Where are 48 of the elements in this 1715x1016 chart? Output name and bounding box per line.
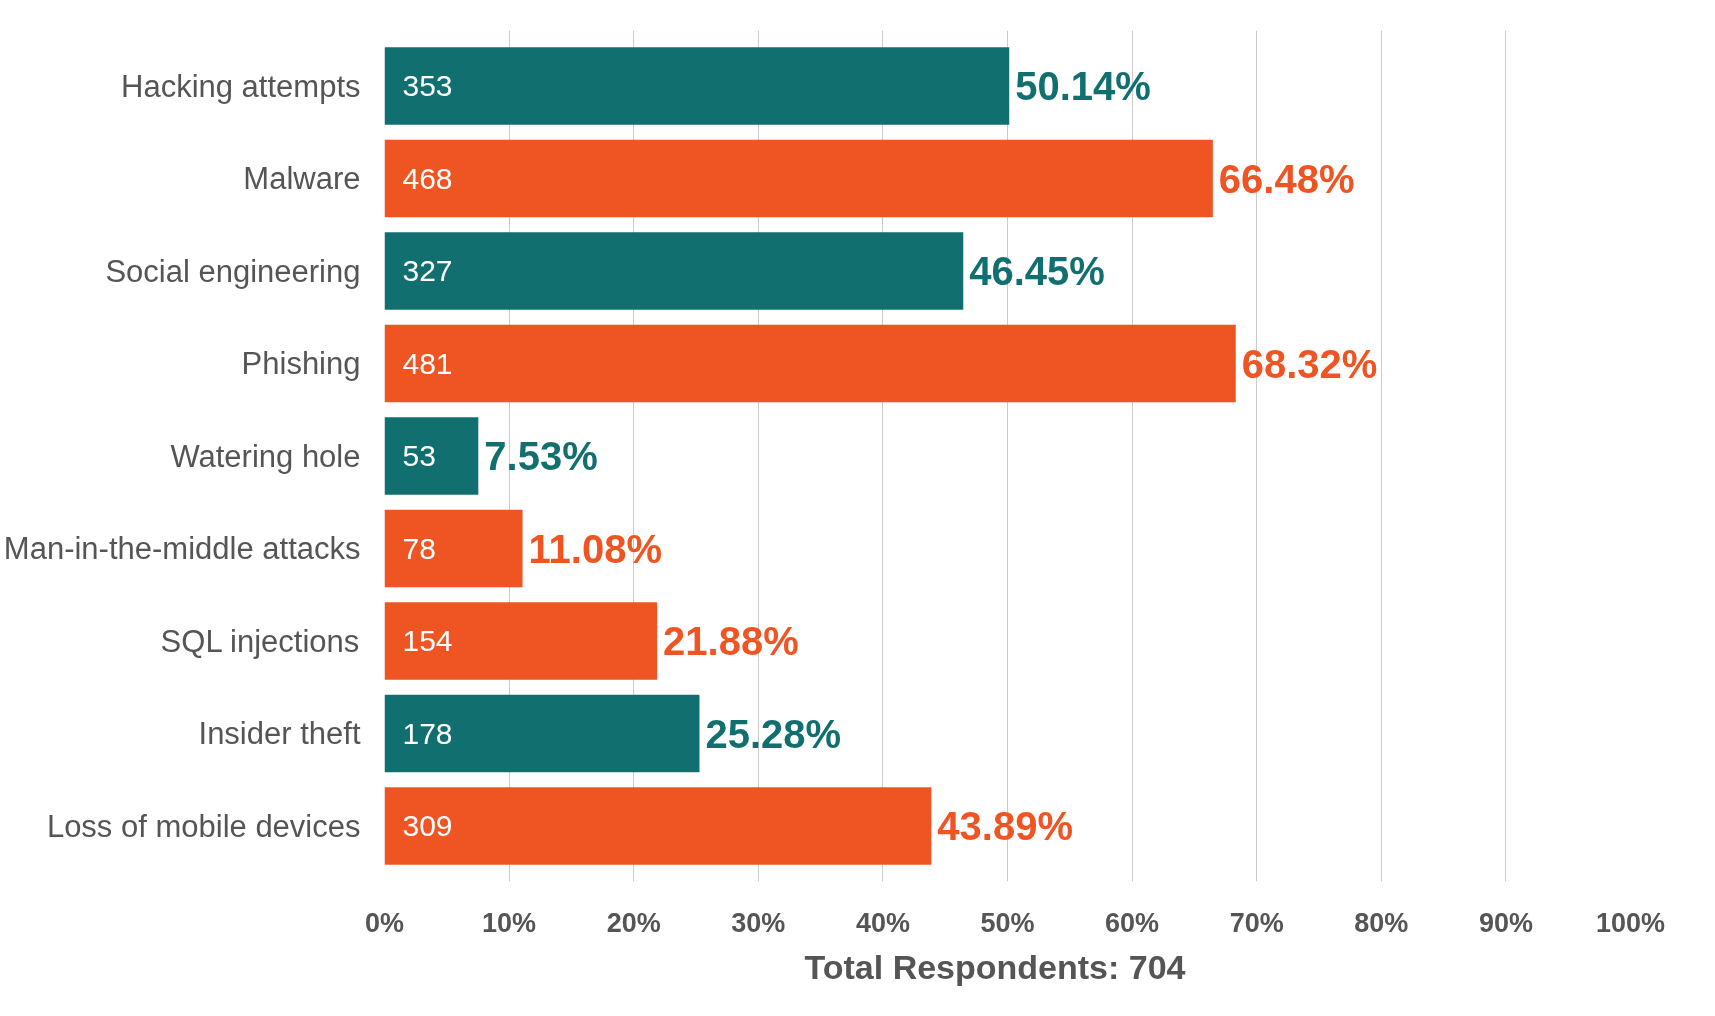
annotation: 53 — [402, 439, 436, 472]
x-tick-label: 50% — [980, 907, 1035, 938]
y-tick-label: Social engineering — [105, 253, 361, 289]
x-tick-label: 10% — [482, 907, 537, 938]
y-tick-label: Malware — [243, 161, 361, 196]
bar — [384, 232, 964, 310]
y-tick-label: Phishing — [241, 346, 361, 381]
data-label: 50.14% — [1015, 64, 1151, 108]
y-tick-label: Loss of mobile devices — [46, 808, 361, 844]
y-tick-label: Man-in-the-middle attacks — [3, 531, 361, 566]
y-tick-label: Watering hole — [170, 438, 361, 474]
x-tick-label: 60% — [1105, 907, 1160, 938]
data-label: 66.48% — [1218, 156, 1355, 201]
data-label: 43.89% — [937, 804, 1074, 848]
x-tick-label: 20% — [606, 907, 661, 938]
x-tick-label: 100% — [1595, 907, 1666, 938]
bar — [384, 139, 1213, 218]
x-tick-label: 90% — [1478, 907, 1533, 938]
bar — [384, 417, 479, 495]
data-label: 25.28% — [705, 711, 842, 756]
data-label: 11.08% — [528, 526, 663, 571]
y-tick-label: Hacking attempts — [121, 68, 361, 104]
text: Total Respondents: 704 — [804, 947, 1186, 986]
x-tick-label: 30% — [731, 907, 786, 938]
annotation: 78 — [402, 531, 436, 565]
bar — [384, 787, 932, 865]
x-tick-label: 70% — [1229, 907, 1284, 938]
annotation: 353 — [402, 69, 453, 102]
bar — [384, 694, 700, 773]
bar — [384, 324, 1236, 403]
data-label: 68.32% — [1241, 341, 1378, 386]
annotation: 327 — [402, 254, 453, 287]
bar — [384, 602, 658, 680]
data-label: 21.88% — [663, 619, 799, 663]
annotation: 154 — [402, 624, 453, 657]
annotation: 309 — [402, 809, 453, 842]
bar — [384, 509, 523, 588]
y-tick-label: Insider theft — [198, 716, 361, 751]
bar — [384, 47, 1010, 125]
data-label: 46.45% — [969, 249, 1105, 293]
annotation: 178 — [402, 716, 453, 750]
annotation: 481 — [402, 346, 453, 380]
data-label: 7.53% — [484, 434, 598, 478]
x-tick-label: 80% — [1354, 907, 1409, 938]
annotation: 468 — [402, 161, 453, 195]
x-tick-label: 40% — [855, 907, 910, 938]
y-tick-label: SQL injections — [160, 623, 360, 659]
x-tick-label: 0% — [364, 907, 405, 938]
